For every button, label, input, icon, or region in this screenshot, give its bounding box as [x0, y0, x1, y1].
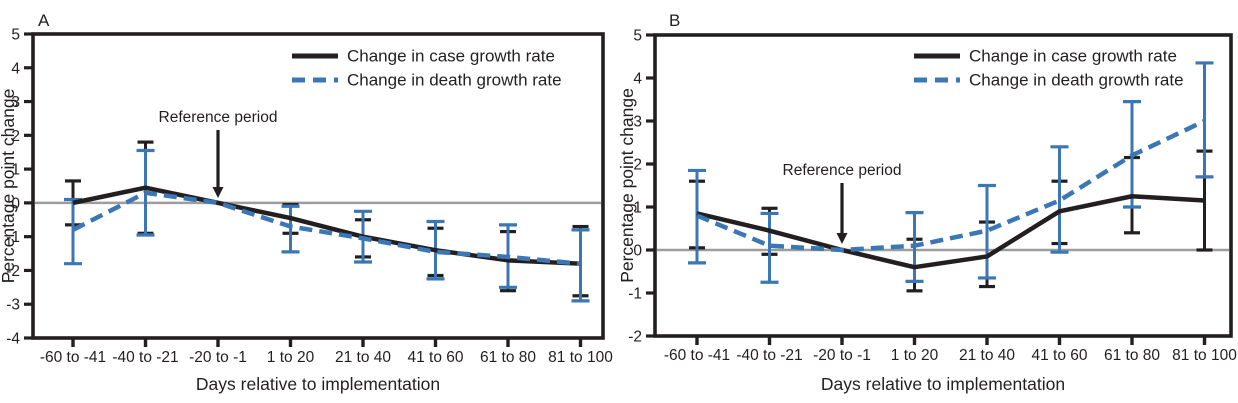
- reference-arrow-head: [836, 233, 848, 244]
- panel-a-chart: 5 4 3 2 1 0 -1 -2 -3 -4 -60 to -41 -40 to -21 -20 to…: [0, 11, 613, 394]
- death-growth-line: [696, 118, 1206, 253]
- reference-period-label: Reference period: [783, 162, 902, 179]
- y-tick-label: 3: [633, 114, 642, 131]
- y-tick-label: 1: [11, 162, 20, 179]
- reference-arrow-head: [212, 187, 224, 198]
- legend-label: Change in death growth rate: [347, 71, 562, 90]
- x-tick-label: 41 to 60: [1031, 347, 1087, 364]
- y-tick-label: 4: [633, 71, 642, 88]
- panel-b: 5 4 3 2 1 0 -1 -2 -60 to -41 -40 to -21 -20 to -1 1…: [617, 0, 1238, 403]
- y-tick-label: 5: [11, 27, 20, 44]
- y-tick-label: -4: [6, 331, 20, 348]
- y-tick-label: 1: [633, 200, 642, 217]
- x-tick-label: 21 to 40: [959, 347, 1015, 364]
- y-tick-label: 0: [11, 195, 20, 212]
- y-tick-label: 0: [633, 243, 642, 260]
- panel-letter: B: [669, 11, 680, 30]
- x-tick-label: -20 to -1: [189, 349, 247, 366]
- legend-label: Change in death growth rate: [969, 71, 1184, 90]
- x-tick-label: 41 to 60: [407, 349, 463, 366]
- y-tick-label: -2: [6, 263, 20, 280]
- x-tick-label: 61 to 80: [480, 349, 536, 366]
- x-axis-title: Days relative to implementation: [821, 374, 1065, 394]
- x-tick-label: 81 to 100: [1172, 347, 1237, 364]
- y-tick-label: 3: [11, 94, 20, 111]
- panel-b-chart: 5 4 3 2 1 0 -1 -2 -60 to -41 -40 to -21 -20 to -1 1…: [617, 11, 1237, 394]
- y-tick-label: 2: [11, 128, 20, 145]
- legend-label: Change in case growth rate: [969, 47, 1177, 66]
- x-tick-label: -20 to -1: [813, 347, 871, 364]
- y-axis-title: Percentage point change: [619, 88, 637, 283]
- x-tick-label: 81 to 100: [548, 349, 613, 366]
- y-tick-label: -3: [6, 297, 20, 314]
- panel-a: 5 4 3 2 1 0 -1 -2 -3 -4 -60 to -41 -40 to -21 -20 to…: [0, 11, 613, 394]
- x-tick-label: -60 to -41: [40, 349, 106, 366]
- case-growth-line: [72, 185, 581, 266]
- y-tick-label: 5: [633, 28, 642, 45]
- legend-label: Change in case growth rate: [347, 47, 555, 66]
- y-tick-label: -1: [628, 286, 642, 303]
- x-tick-label: 1 to 20: [267, 349, 315, 366]
- plot-frame: [653, 33, 1233, 338]
- x-tick-label: 61 to 80: [1104, 347, 1160, 364]
- case-growth-line: [696, 194, 1205, 270]
- panel-letter: A: [38, 11, 50, 30]
- x-tick-label: 1 to 20: [891, 347, 939, 364]
- x-tick-label: -40 to -21: [736, 347, 802, 364]
- plot-frame: [31, 32, 605, 340]
- reference-period-label: Reference period: [159, 109, 278, 126]
- y-tick-label: 4: [11, 60, 20, 77]
- death-growth-line: [71, 190, 581, 266]
- x-tick-label: 21 to 40: [335, 349, 391, 366]
- x-tick-label: -60 to -41: [664, 347, 730, 364]
- x-axis-title: Days relative to implementation: [196, 374, 440, 394]
- x-tick-label: -40 to -21: [112, 349, 178, 366]
- y-tick-label: -2: [628, 329, 642, 346]
- y-tick-label: 2: [633, 157, 642, 174]
- y-axis-title: Percentage point change: [0, 89, 18, 284]
- y-tick-label: -1: [6, 229, 20, 246]
